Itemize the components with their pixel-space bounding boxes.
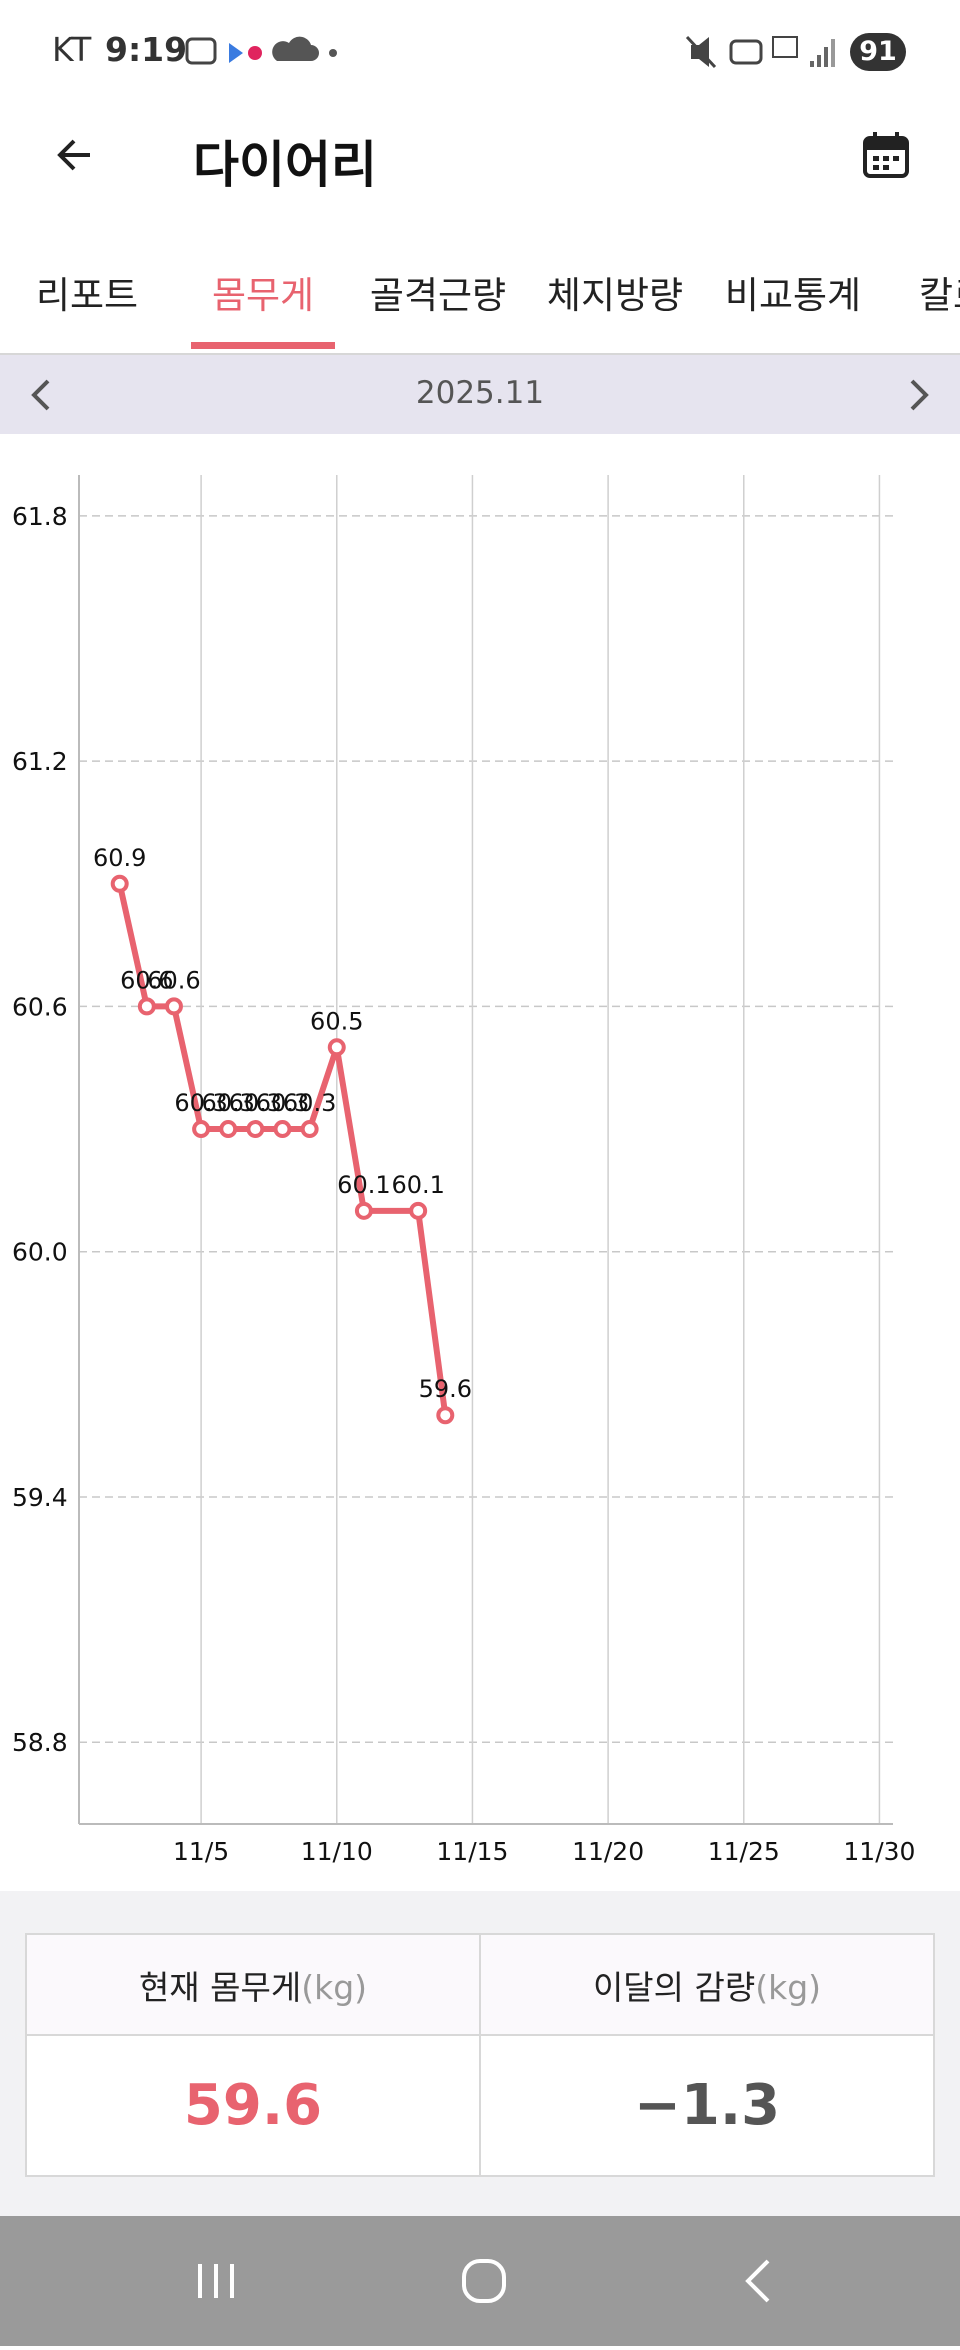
data-point: [219, 1120, 238, 1139]
x-tick-label: 11/25: [708, 1837, 780, 1866]
tab-bar: 리포트 몸무게 골격근량 체지방량 비교통계 칼로리: [0, 245, 960, 353]
summary-table: 현재 몸무게(kg) 이달의 감량(kg) 59.6 −1.3: [25, 1933, 935, 2177]
tab[interactable]: 비교통계: [724, 274, 862, 317]
data-label: 60.9: [93, 844, 146, 872]
monthly-loss: −1.3: [479, 2034, 935, 2177]
data-label: 60.3: [202, 1089, 255, 1117]
data-point: [137, 997, 156, 1016]
header-label: 현재 몸무게: [138, 1967, 302, 2007]
tab[interactable]: 리포트: [35, 274, 139, 317]
data-point: [273, 1120, 292, 1139]
tab-active[interactable]: 몸무게: [211, 274, 315, 317]
clock: 9:19: [105, 30, 188, 69]
y-tick-label: 59.4: [12, 1483, 68, 1512]
series-line: [116, 883, 449, 1416]
calendar-button[interactable]: [862, 130, 910, 180]
x-tick-label: 11/30: [843, 1837, 915, 1866]
status-bar: KT 9:19 91: [0, 0, 960, 100]
data-point: [110, 874, 129, 893]
data-label: 60.3: [283, 1089, 336, 1117]
data-point: [436, 1406, 455, 1425]
tab[interactable]: 칼로리: [918, 274, 960, 317]
data-point: [409, 1201, 428, 1220]
data-label: 60.1: [391, 1171, 444, 1199]
current-weight: 59.6: [25, 2034, 481, 2177]
summary-header: 이달의 감량(kg): [479, 1933, 935, 2036]
y-tick-label: 61.8: [12, 502, 68, 531]
x-tick-label: 11/5: [173, 1837, 229, 1866]
divider: [0, 353, 960, 355]
month-bar: 2025.11: [0, 355, 960, 434]
header-unit: (kg): [755, 1967, 822, 2007]
data-point: [246, 1120, 265, 1139]
y-tick-label: 61.2: [12, 747, 68, 776]
data-label: 60.3: [174, 1089, 227, 1117]
data-point: [192, 1120, 211, 1139]
y-tick-label: 60.0: [12, 1238, 68, 1267]
data-label: 59.6: [419, 1375, 472, 1403]
data-label: 60.1: [337, 1171, 390, 1199]
status-icons: [185, 36, 337, 65]
x-tick-label: 11/10: [301, 1837, 373, 1866]
status-icons-right: [685, 35, 835, 69]
tab[interactable]: 체지방량: [546, 274, 684, 317]
summary-header: 현재 몸무게(kg): [25, 1933, 481, 2036]
x-tick-label: 11/20: [572, 1837, 644, 1866]
data-point: [300, 1120, 319, 1139]
header-label: 이달의 감량: [592, 1967, 756, 2007]
header-unit: (kg): [301, 1967, 368, 2007]
data-point: [327, 1038, 346, 1057]
nav-home[interactable]: [462, 2259, 506, 2303]
next-month[interactable]: [904, 377, 934, 413]
weight-chart: 58.8 59.4 60.0 60.6 61.2 61.8 11/5 11/10 11/15 11…: [12, 475, 915, 1866]
data-point: [164, 997, 183, 1016]
nav-icons: [198, 2259, 770, 2303]
data-label: 60.5: [310, 1007, 363, 1035]
nav-back[interactable]: [745, 2259, 770, 2303]
y-tick-label: 60.6: [12, 992, 68, 1021]
tab-indicator: [191, 342, 335, 349]
data-label: 60.6: [147, 966, 200, 994]
month-label: 2025.11: [415, 375, 545, 411]
back-button[interactable]: [50, 130, 100, 180]
data-label: 60.3: [229, 1089, 282, 1117]
y-tick-label: 58.8: [12, 1728, 68, 1757]
data-label: 60.6: [120, 966, 173, 994]
carrier: KT: [52, 30, 92, 69]
nav-bar: [0, 2216, 960, 2346]
battery: 91: [850, 33, 906, 71]
prev-month[interactable]: [26, 377, 56, 413]
x-tick-label: 11/15: [436, 1837, 508, 1866]
page-title: 다이어리: [193, 136, 377, 194]
tab[interactable]: 골격근량: [369, 274, 507, 317]
data-label: 60.3: [256, 1089, 309, 1117]
data-point: [354, 1201, 373, 1220]
